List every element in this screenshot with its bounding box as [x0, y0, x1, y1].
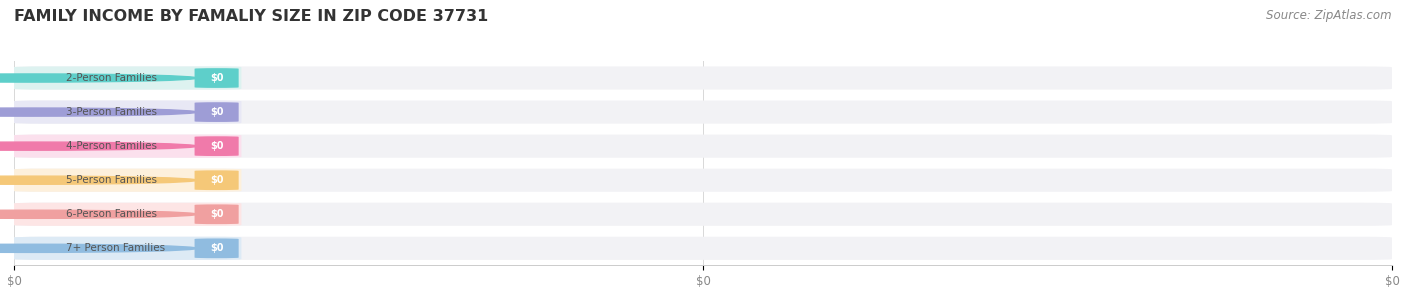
- FancyBboxPatch shape: [14, 237, 242, 260]
- Text: $0: $0: [209, 107, 224, 117]
- Circle shape: [0, 244, 197, 253]
- Text: $0: $0: [209, 209, 224, 219]
- FancyBboxPatch shape: [14, 169, 242, 192]
- Text: FAMILY INCOME BY FAMALIY SIZE IN ZIP CODE 37731: FAMILY INCOME BY FAMALIY SIZE IN ZIP COD…: [14, 9, 488, 24]
- Text: 5-Person Families: 5-Person Families: [66, 175, 157, 185]
- FancyBboxPatch shape: [14, 101, 1392, 124]
- Circle shape: [0, 210, 197, 218]
- Text: 6-Person Families: 6-Person Families: [66, 209, 157, 219]
- FancyBboxPatch shape: [14, 203, 242, 226]
- Text: 7+ Person Families: 7+ Person Families: [66, 243, 166, 253]
- FancyBboxPatch shape: [14, 66, 242, 90]
- FancyBboxPatch shape: [194, 136, 239, 156]
- FancyBboxPatch shape: [194, 102, 239, 122]
- Text: $0: $0: [209, 73, 224, 83]
- FancyBboxPatch shape: [14, 237, 1392, 260]
- FancyBboxPatch shape: [194, 170, 239, 190]
- Text: Source: ZipAtlas.com: Source: ZipAtlas.com: [1267, 9, 1392, 22]
- Text: $0: $0: [209, 141, 224, 151]
- FancyBboxPatch shape: [14, 135, 242, 158]
- FancyBboxPatch shape: [14, 66, 1392, 90]
- Text: 3-Person Families: 3-Person Families: [66, 107, 157, 117]
- FancyBboxPatch shape: [14, 135, 1392, 158]
- FancyBboxPatch shape: [14, 101, 242, 124]
- FancyBboxPatch shape: [194, 204, 239, 224]
- Circle shape: [0, 142, 197, 150]
- FancyBboxPatch shape: [14, 169, 1392, 192]
- Text: $0: $0: [209, 175, 224, 185]
- FancyBboxPatch shape: [14, 203, 1392, 226]
- Circle shape: [0, 176, 197, 184]
- Text: 4-Person Families: 4-Person Families: [66, 141, 157, 151]
- Circle shape: [0, 108, 197, 116]
- Circle shape: [0, 74, 197, 82]
- Text: 2-Person Families: 2-Person Families: [66, 73, 157, 83]
- Text: $0: $0: [209, 243, 224, 253]
- FancyBboxPatch shape: [194, 68, 239, 88]
- FancyBboxPatch shape: [194, 239, 239, 258]
